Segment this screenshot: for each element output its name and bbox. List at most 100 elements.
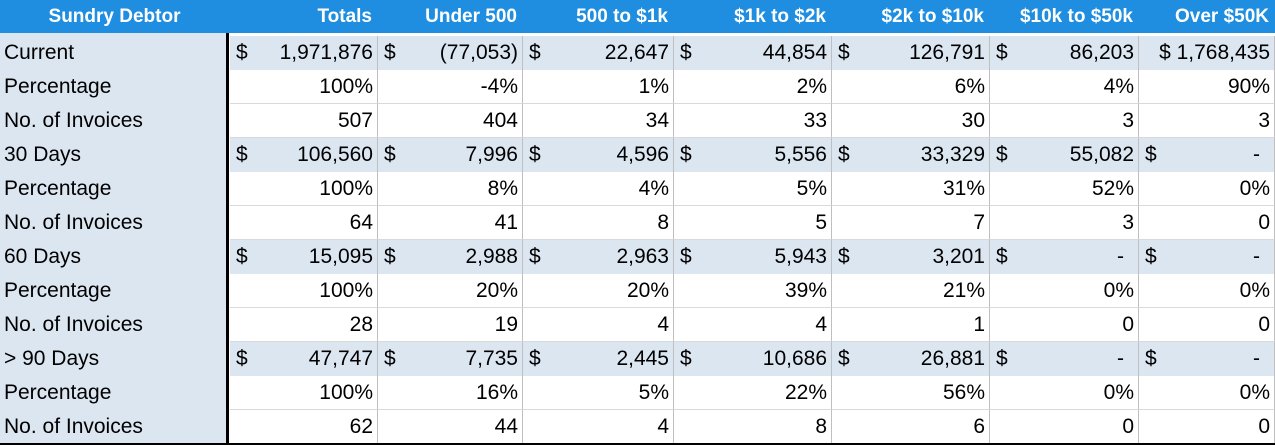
table-cell[interactable]: 2% [674,70,832,104]
table-cell[interactable]: 4 [674,308,832,342]
table-cell[interactable]: 5 [674,206,832,240]
table-cell[interactable]: $126,791 [832,36,990,70]
table-cell[interactable]: 507 [230,104,378,138]
table-cell[interactable]: 20% [523,274,674,308]
table-cell[interactable]: 52% [990,172,1139,206]
table-cell[interactable]: $ - [1139,138,1275,172]
table-cell[interactable]: 4% [523,172,674,206]
table-cell[interactable]: 4% [990,70,1139,104]
table-cell[interactable]: 4 [523,410,674,444]
currency-symbol: $ [996,143,1008,166]
table-cell[interactable]: $7,996 [378,138,523,172]
table-cell[interactable]: $2,988 [378,240,523,274]
table-cell[interactable]: 3 [990,104,1139,138]
table-cell[interactable]: 0% [1139,376,1275,410]
table-cell[interactable]: -4% [378,70,523,104]
table-cell[interactable]: 1 [832,308,990,342]
table-cell[interactable]: $44,854 [674,36,832,70]
table-cell[interactable]: 64 [230,206,378,240]
table-cell[interactable]: $ - [990,240,1139,274]
table-cell[interactable]: 16% [378,376,523,410]
cell-value: 19 [494,313,518,336]
table-cell[interactable]: 62 [230,410,378,444]
table-cell[interactable]: $5,556 [674,138,832,172]
cell-value: 26,881 [920,347,985,370]
table-cell[interactable]: 6% [832,70,990,104]
table-cell[interactable]: 0% [1139,172,1275,206]
table-cell[interactable]: $ - [1139,342,1275,376]
table-cell[interactable]: 0% [990,274,1139,308]
table-cell[interactable]: $47,747 [230,342,378,376]
cell-value: 22,647 [604,41,669,64]
table-cell[interactable]: 28 [230,308,378,342]
table-cell[interactable]: 0% [990,376,1139,410]
currency-symbol: $ [838,245,850,268]
table-row: Percentage 100% 16% 5% 22% 56% 0% 0% [0,376,1275,410]
cell-value: 39% [784,279,827,302]
table-cell[interactable]: 404 [378,104,523,138]
table-cell[interactable]: $ 1,768,435 [1139,36,1275,70]
table-cell[interactable]: 1% [523,70,674,104]
cell-value: 0% [1239,381,1270,404]
table-cell[interactable]: 7 [832,206,990,240]
cell-value: 15,095 [308,245,373,268]
table-cell[interactable]: $33,329 [832,138,990,172]
table-cell[interactable]: 100% [230,376,378,410]
table-cell[interactable]: 33 [674,104,832,138]
table-cell[interactable]: 22% [674,376,832,410]
table-cell[interactable]: $3,201 [832,240,990,274]
table-cell[interactable]: 31% [832,172,990,206]
table-cell[interactable]: 5% [523,376,674,410]
row-label: 30 Days [4,143,82,166]
table-cell[interactable]: 3 [990,206,1139,240]
table-cell[interactable]: 30 [832,104,990,138]
table-cell[interactable]: 19 [378,308,523,342]
cell-value: 28 [349,313,373,336]
table-cell[interactable]: $86,203 [990,36,1139,70]
table-cell[interactable]: 6 [832,410,990,444]
table-cell[interactable]: 21% [832,274,990,308]
table-cell[interactable]: $22,647 [523,36,674,70]
table-cell[interactable]: 3 [1139,104,1275,138]
table-cell[interactable]: $106,560 [230,138,378,172]
table-cell[interactable]: $ - [1139,240,1275,274]
table-cell[interactable]: 20% [378,274,523,308]
cell-value: 44,854 [762,41,827,64]
table-cell[interactable]: 8 [674,410,832,444]
table-cell[interactable]: 0 [1139,206,1275,240]
table-cell[interactable]: 8 [523,206,674,240]
table-cell[interactable]: 56% [832,376,990,410]
table-cell[interactable]: 44 [378,410,523,444]
table-cell[interactable]: 100% [230,70,378,104]
currency-symbol: $ [1145,347,1157,370]
table-cell[interactable]: 90% [1139,70,1275,104]
table-cell[interactable]: $55,082 [990,138,1139,172]
table-cell[interactable]: 100% [230,274,378,308]
table-cell[interactable]: 0 [990,410,1139,444]
table-cell[interactable]: $15,095 [230,240,378,274]
table-cell[interactable]: $7,735 [378,342,523,376]
table-cell[interactable]: $26,881 [832,342,990,376]
table-cell[interactable]: 0 [1139,308,1275,342]
table-cell[interactable]: 39% [674,274,832,308]
table-cell[interactable]: 100% [230,172,378,206]
table-cell[interactable]: 8% [378,172,523,206]
table-cell[interactable]: $10,686 [674,342,832,376]
table-cell[interactable]: $2,445 [523,342,674,376]
table-cell[interactable]: $ - [990,342,1139,376]
table-cell[interactable]: 0% [1139,274,1275,308]
table-cell[interactable]: 0 [990,308,1139,342]
table-cell[interactable]: 0 [1139,410,1275,444]
cell-value: -4% [480,75,518,98]
table-row: Current $1,971,876 $ (77,053) $22,647 $44,854… [0,36,1275,70]
table-cell[interactable]: $1,971,876 [230,36,378,70]
table-cell[interactable]: 4 [523,308,674,342]
table-cell[interactable]: 41 [378,206,523,240]
table-cell[interactable]: $5,943 [674,240,832,274]
table-cell[interactable]: 5% [674,172,832,206]
table-cell[interactable]: 34 [523,104,674,138]
table-cell[interactable]: $2,963 [523,240,674,274]
table-cell[interactable]: $ (77,053) [378,36,523,70]
table-cell[interactable]: $4,596 [523,138,674,172]
currency-symbol: $ [529,347,541,370]
